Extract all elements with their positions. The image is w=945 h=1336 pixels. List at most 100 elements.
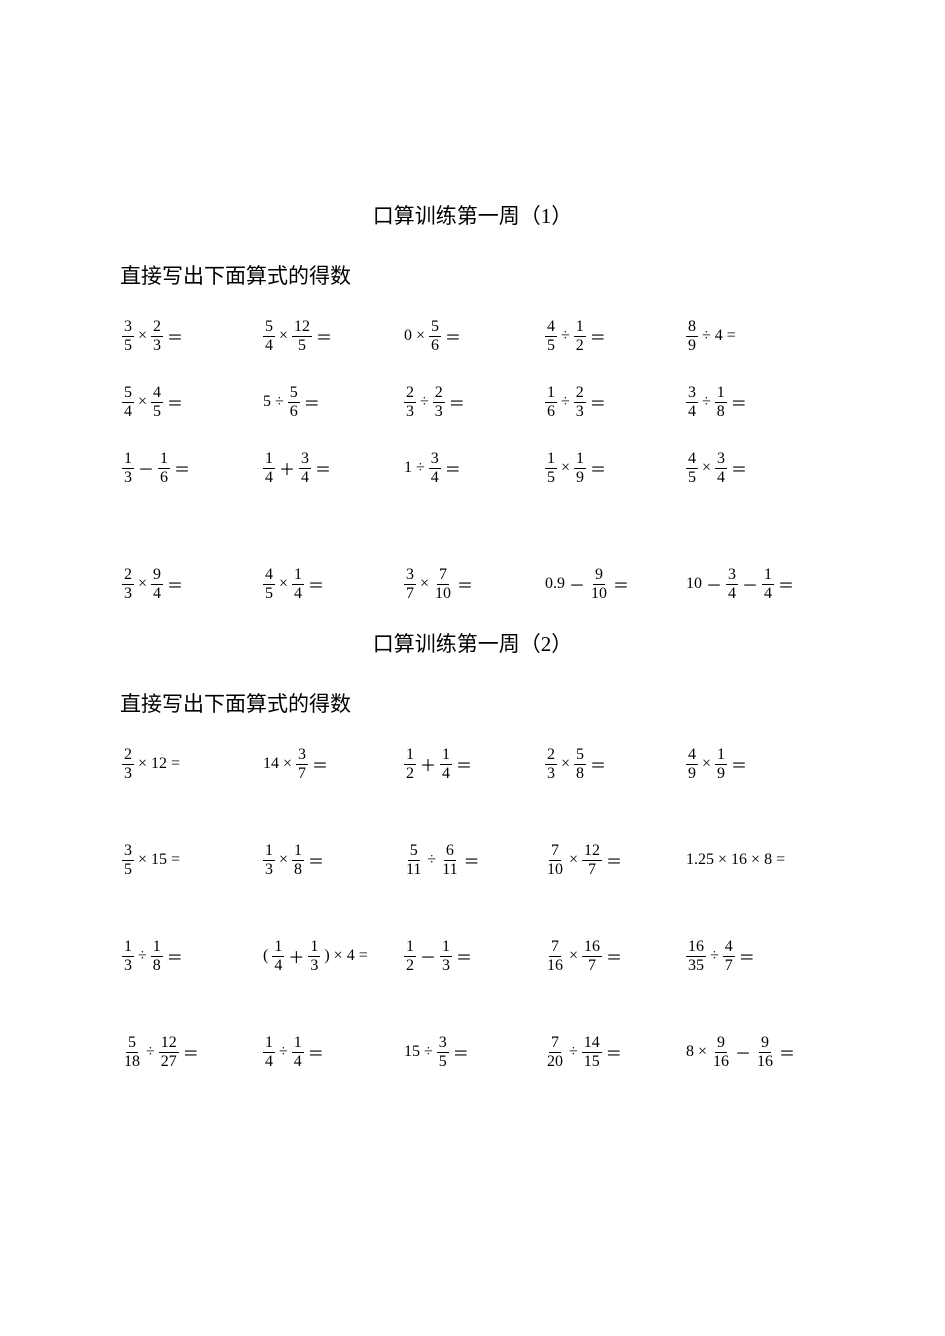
operator: ÷ <box>277 1043 290 1061</box>
fraction: 23 <box>122 567 134 602</box>
equals-sign: = <box>169 851 182 869</box>
operator: － <box>136 456 156 480</box>
fraction-numerator: 5 <box>288 385 300 403</box>
fraction-numerator: 1 <box>122 451 134 469</box>
fraction-numerator: 3 <box>715 451 727 469</box>
fraction-numerator: 12 <box>159 1035 179 1053</box>
fraction: 13 <box>440 939 452 974</box>
fraction-numerator: 1 <box>545 451 557 469</box>
equals-sign: ＝ <box>604 1040 624 1064</box>
fraction: 518 <box>122 1035 142 1070</box>
fraction-denominator: 7 <box>723 957 735 974</box>
equals-sign: ＝ <box>777 1040 797 1064</box>
fraction-numerator: 5 <box>263 319 275 337</box>
expression-cell: 23÷23＝ <box>402 385 543 420</box>
fraction-denominator: 16 <box>755 1053 775 1070</box>
number-text: 14 <box>261 755 281 773</box>
fraction-denominator: 3 <box>433 403 445 420</box>
fraction: 35 <box>437 1035 449 1070</box>
fraction: 37 <box>296 747 308 782</box>
fraction: 54 <box>122 385 134 420</box>
fraction-numerator: 5 <box>122 385 134 403</box>
equals-sign: ＝ <box>165 324 185 348</box>
fraction-numerator: 8 <box>686 319 698 337</box>
equals-sign: ＝ <box>455 572 475 596</box>
fraction: 19 <box>715 747 727 782</box>
expression-cell: 23×12= <box>120 747 261 782</box>
equals-sign: ＝ <box>462 848 482 872</box>
equals-sign: ＝ <box>447 390 467 414</box>
equals-sign: ＝ <box>588 752 608 776</box>
fraction: 16 <box>158 451 170 486</box>
expression-cell: 35×23＝ <box>120 319 261 354</box>
equals-sign: ＝ <box>443 456 463 480</box>
fraction: 23 <box>574 385 586 420</box>
expression-cell: 14÷14＝ <box>261 1035 402 1070</box>
vertical-gap <box>120 808 825 838</box>
equals-sign: = <box>357 947 370 965</box>
fraction: 37 <box>404 567 416 602</box>
fraction-numerator: 7 <box>549 939 561 957</box>
expression-cell: 14＋34＝ <box>261 451 402 486</box>
fraction-denominator: 4 <box>715 469 727 486</box>
fraction: 89 <box>686 319 698 354</box>
fraction-denominator: 4 <box>122 403 134 420</box>
fraction-denominator: 15 <box>582 1053 602 1070</box>
fraction-denominator: 7 <box>404 585 416 602</box>
fraction-denominator: 6 <box>288 403 300 420</box>
fraction-numerator: 5 <box>126 1035 138 1053</box>
operator: × <box>414 327 427 345</box>
operator: × <box>696 1043 709 1061</box>
operator: × <box>136 393 149 411</box>
expression-cell: 1635÷47＝ <box>684 939 825 974</box>
fraction-denominator: 5 <box>263 585 275 602</box>
fraction-denominator: 4 <box>292 585 304 602</box>
number-text: 8 <box>762 851 774 869</box>
fraction-denominator: 16 <box>711 1053 731 1070</box>
equals-sign: ＝ <box>604 848 624 872</box>
equals-sign: ＝ <box>165 944 185 968</box>
fraction: 56 <box>429 319 441 354</box>
operator: － <box>418 944 438 968</box>
fraction-denominator: 4 <box>440 765 452 782</box>
fraction-denominator: 2 <box>404 957 416 974</box>
fraction-numerator: 1 <box>545 385 557 403</box>
expression-cell: 12＋14＝ <box>402 747 543 782</box>
expression-cell: 45×34＝ <box>684 451 825 486</box>
fraction-denominator: 3 <box>151 337 163 354</box>
equals-sign: ＝ <box>729 456 749 480</box>
equals-sign: ＝ <box>181 1040 201 1064</box>
expression-cell: (14＋13)×4= <box>261 939 402 974</box>
fraction-numerator: 1 <box>292 567 304 585</box>
expression-cell: 1.25×16×8= <box>684 851 825 869</box>
expression-cell: 35×15= <box>120 843 261 878</box>
operator: － <box>567 572 587 596</box>
fraction-numerator: 1 <box>440 939 452 957</box>
fraction-denominator: 16 <box>545 957 565 974</box>
fraction-numerator: 1 <box>574 319 586 337</box>
fraction: 16 <box>545 385 557 420</box>
operator: ÷ <box>418 393 431 411</box>
operator: × <box>700 459 713 477</box>
fraction-numerator: 16 <box>686 939 706 957</box>
equals-sign: ＝ <box>729 390 749 414</box>
fraction: 18 <box>151 939 163 974</box>
fraction-denominator: 5 <box>437 1053 449 1070</box>
expression-cell: 710×127＝ <box>543 843 684 878</box>
fraction-numerator: 2 <box>433 385 445 403</box>
fraction-denominator: 20 <box>545 1053 565 1070</box>
fraction: 1227 <box>159 1035 179 1070</box>
fraction-numerator: 2 <box>404 385 416 403</box>
section-title: 口算训练第一周（1） <box>120 200 825 230</box>
fraction-denominator: 3 <box>440 957 452 974</box>
expression-cell: 0.9－910＝ <box>543 567 684 602</box>
operator: ＋ <box>418 752 438 776</box>
expression-row: 13÷18＝(14＋13)×4=12－13＝716×167＝1635÷47＝ <box>120 934 825 978</box>
expression-cell: 13÷18＝ <box>120 939 261 974</box>
fraction: 12 <box>404 939 416 974</box>
fraction-numerator: 1 <box>151 939 163 957</box>
fraction-denominator: 4 <box>726 585 738 602</box>
fraction-denominator: 9 <box>715 765 727 782</box>
fraction: 511 <box>404 843 423 878</box>
fraction-numerator: 5 <box>429 319 441 337</box>
